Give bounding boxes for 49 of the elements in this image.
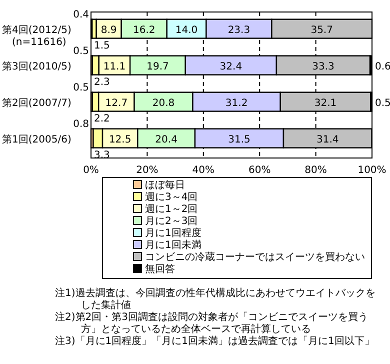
- data-label: 0.5: [73, 82, 89, 94]
- data-label: 0.4: [73, 9, 89, 20]
- data-label: 16.2: [132, 24, 156, 36]
- legend-label: コンビニの冷蔵コーナーではスイーツを買わない: [144, 252, 365, 264]
- data-label: 33.3: [312, 61, 334, 72]
- data-label: 19.7: [146, 61, 169, 72]
- data-label: 23.3: [228, 24, 250, 36]
- data-label: 8.9: [100, 24, 117, 36]
- text: 注1)過去調査は、今回調査の性年代構成比にあわせてウエイトバックをした集計値: [55, 288, 376, 312]
- data-label: 0.6: [375, 61, 390, 72]
- y-tick-label: 第1回(2005/6): [2, 133, 72, 146]
- data-label: 32.1: [314, 98, 337, 109]
- x-tick-label: 100%: [358, 165, 386, 176]
- data-label: 32.4: [220, 61, 242, 72]
- text: 注2)第2回・第3回調査は設問の対象者が「コンビニでスイーツを買う方」となっているため全体ベースで再計算している: [55, 312, 369, 336]
- x-tick-label: 20%: [136, 165, 158, 176]
- x-tick-label: 60%: [248, 165, 271, 176]
- x-tick-label: 80%: [304, 165, 327, 176]
- data-label: 20.4: [155, 134, 178, 146]
- data-label: 0.5: [375, 98, 390, 109]
- legend-label: ほぼ毎日: [144, 180, 186, 192]
- legend-label: 月に2～3回: [144, 216, 199, 228]
- x-tick-label: 0%: [83, 165, 99, 176]
- text: 注3)「月に1回程度」「月に1回未満」は過去調査では「月に1回以下」: [55, 336, 376, 348]
- legend-label: 週に3～4回: [144, 192, 199, 204]
- legend-label: 週に1～2回: [144, 204, 199, 216]
- legend-label: 無回答: [144, 264, 176, 276]
- data-label: 31.4: [316, 134, 339, 146]
- data-label: 0.8: [73, 118, 89, 130]
- legend-label: 月に1回程度: [144, 228, 202, 240]
- y-tick-label: 第3回(2010/5): [2, 60, 72, 72]
- data-label: 14.0: [175, 24, 198, 36]
- data-label: 12.5: [108, 134, 132, 146]
- data-label: 31.2: [225, 98, 248, 109]
- y-tick-label: 第2回(2007/7): [2, 96, 72, 109]
- data-label: 2.2: [94, 113, 110, 124]
- data-label: 12.7: [105, 98, 128, 109]
- data-label: 1.5: [94, 40, 110, 52]
- data-label: 31.5: [228, 134, 250, 146]
- y-tick-label: 第4回(2012/5): [2, 24, 72, 36]
- data-label: 11.1: [103, 61, 126, 72]
- text: (n=11616): [12, 36, 66, 48]
- x-tick-label: 40%: [192, 165, 215, 176]
- legend-label: 月に1回未満: [144, 240, 202, 252]
- data-label: 20.8: [152, 98, 175, 109]
- data-label: 0.5: [73, 46, 89, 57]
- data-label: 35.7: [310, 24, 333, 36]
- 月に1回程度: 14.0: [166, 18, 207, 39]
- data-label: 2.3: [94, 76, 110, 88]
